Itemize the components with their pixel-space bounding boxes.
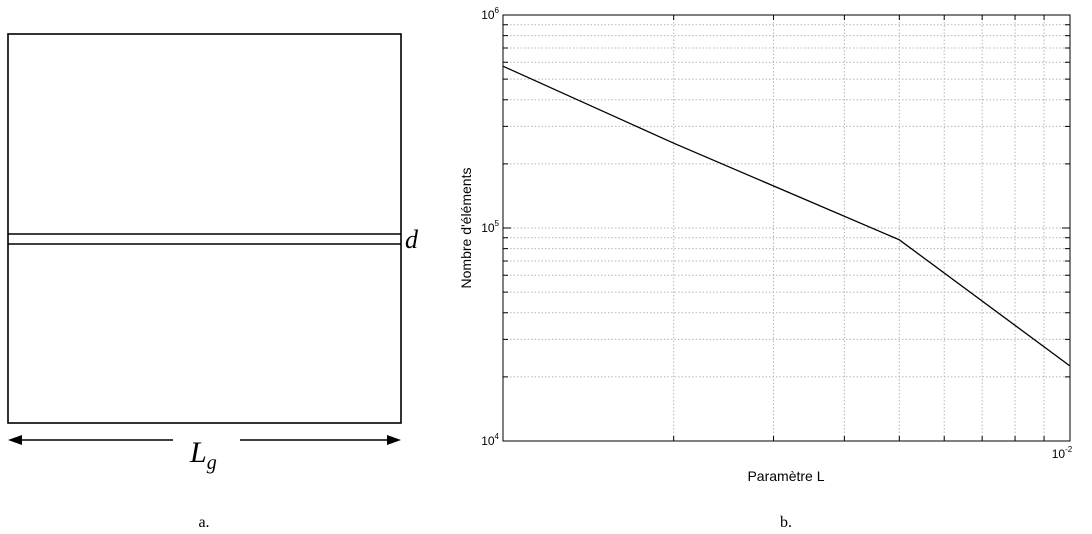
width-label: Lg — [189, 436, 217, 474]
series-layer — [502, 65, 1071, 367]
width-arrow-left-head — [8, 435, 22, 445]
gap-label-d: d — [405, 225, 419, 254]
y-tick-label: 105 — [481, 219, 499, 235]
caption-b: b. — [780, 514, 792, 531]
width-arrow-right-head — [387, 435, 401, 445]
x-axis-label: Paramètre L — [747, 468, 824, 484]
panel-b-chart: 104 105 106 10-2 Paramètre L Nombre d'éléme… — [458, 6, 1073, 531]
x-tick-label: 10-2 — [1052, 445, 1073, 461]
width-label-subscript: g — [207, 452, 217, 474]
y-tick-label: 106 — [481, 6, 499, 22]
tick-labels: 104 105 106 10-2 — [481, 6, 1073, 461]
width-label-main: L — [189, 436, 207, 469]
grid — [503, 15, 1070, 441]
y-tick-label: 104 — [481, 432, 499, 448]
caption-a: a. — [198, 514, 209, 531]
y-axis-label: Nombre d'éléments — [458, 168, 474, 289]
series-line-0 — [502, 65, 1071, 367]
domain-outline — [7, 33, 402, 424]
axis-ticks — [503, 15, 1070, 441]
panel-a-geometry: d Lg a. — [7, 33, 419, 531]
